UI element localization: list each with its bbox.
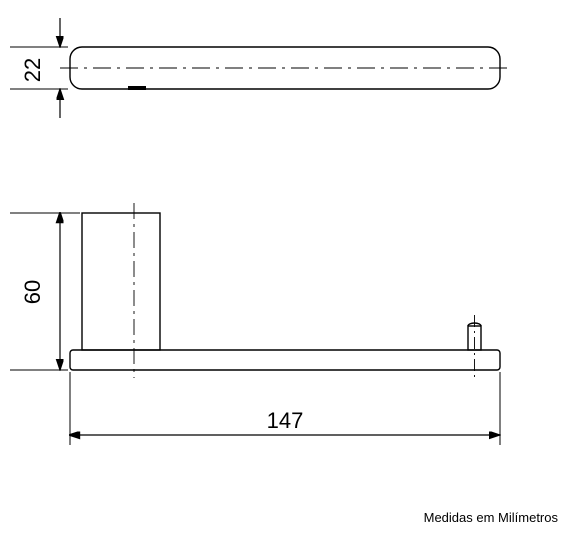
front-view-base [70, 350, 500, 370]
front-view-block [82, 213, 160, 350]
front-view-pin [468, 315, 481, 378]
technical-drawing: 22 60 147 Medidas em Milímetros [0, 0, 568, 533]
dim-147-label: 147 [267, 408, 304, 433]
dim-22-label: 22 [20, 58, 45, 82]
dim-60-label: 60 [20, 280, 45, 304]
top-view-notch [128, 86, 146, 90]
units-caption: Medidas em Milímetros [424, 510, 559, 525]
